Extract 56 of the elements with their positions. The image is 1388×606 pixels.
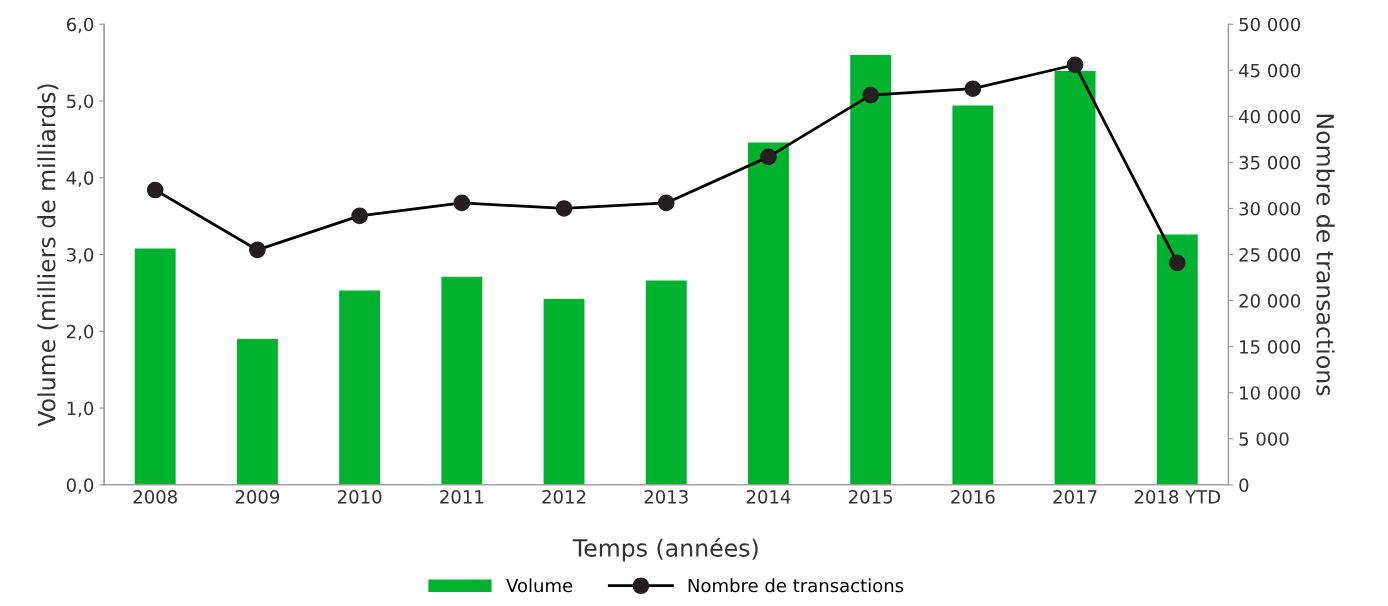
point xyxy=(760,148,777,166)
y-tick-label: 3,0 xyxy=(67,247,94,264)
y2-axis-title: Nombre de transactions xyxy=(1316,114,1335,396)
point xyxy=(964,80,982,98)
y2-tick-label: 45 000 xyxy=(1238,63,1301,78)
y-tick-label: 0,0 xyxy=(66,478,94,494)
y2-tick-label: 25 000 xyxy=(1239,247,1301,262)
x-tick-label: 2018 YTD xyxy=(1134,489,1221,504)
y-axis-title: Volume (milliers de milliards) xyxy=(37,84,59,427)
x-tick-label: 2012 xyxy=(542,489,586,504)
point xyxy=(249,241,266,259)
legend-label: Nombre de transactions xyxy=(688,578,904,593)
bar xyxy=(543,299,585,485)
y-tick-label: 4,0 xyxy=(66,171,94,187)
y2-tick-label: 30 000 xyxy=(1239,201,1301,216)
point xyxy=(453,194,471,212)
y2-tick-label: 15 000 xyxy=(1240,340,1301,354)
y2-tick-label: 35 000 xyxy=(1239,155,1301,170)
y2-tick-label: 40 000 xyxy=(1238,109,1301,124)
point xyxy=(555,200,573,217)
y2-tick-label: 10 000 xyxy=(1240,386,1301,400)
bar xyxy=(441,276,483,485)
y2-tick-label: 20 000 xyxy=(1239,294,1301,308)
bar xyxy=(1156,234,1198,485)
legend-label: Volume xyxy=(506,578,573,593)
bar xyxy=(236,338,278,485)
bar xyxy=(1054,71,1096,485)
x-tick-label: 2015 xyxy=(849,489,893,504)
bar xyxy=(748,142,789,485)
y2-tick-label: 0 xyxy=(1239,478,1249,492)
point xyxy=(1168,254,1186,272)
point xyxy=(351,207,368,225)
bar xyxy=(339,290,381,485)
y-tick-label: 1,0 xyxy=(67,401,94,417)
x-tick-label: 2013 xyxy=(644,489,688,504)
x-tick-label: 2014 xyxy=(746,489,791,504)
x-tick-label: 2010 xyxy=(337,489,382,504)
bar xyxy=(134,248,176,485)
x-tick-label: 2016 xyxy=(951,489,995,504)
x-tick-label: 2011 xyxy=(440,489,484,504)
y-tick-label: 6,0 xyxy=(66,17,94,34)
y-tick-label: 2,0 xyxy=(66,324,94,341)
point xyxy=(146,181,164,199)
y-tick-label: 5,0 xyxy=(67,94,94,110)
bar xyxy=(645,280,687,485)
x-tick-label: 2008 xyxy=(133,489,177,504)
x-axis-title: Temps (années) xyxy=(572,537,758,562)
point xyxy=(862,86,879,104)
y2-tick-label: 5 000 xyxy=(1239,432,1289,446)
x-tick-label: 2009 xyxy=(235,489,280,504)
y2-tick-label: 50 000 xyxy=(1239,17,1301,32)
x-tick-label: 2017 xyxy=(1053,489,1097,504)
point xyxy=(657,194,675,212)
bar xyxy=(952,105,994,485)
bar xyxy=(850,54,892,485)
point xyxy=(1066,56,1084,74)
